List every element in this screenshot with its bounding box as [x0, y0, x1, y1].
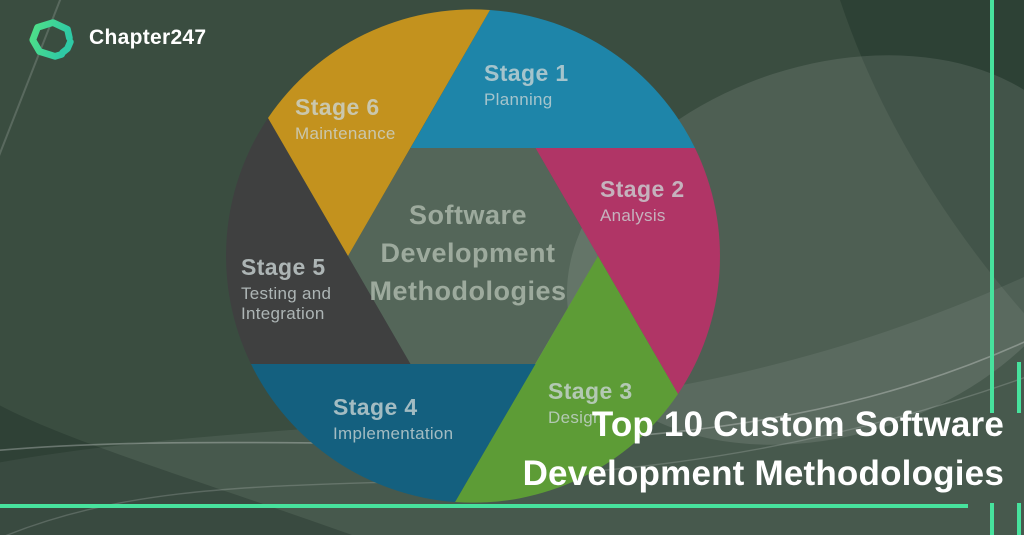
blade-stage-1 — [410, 10, 695, 148]
stage-2-label: Stage 2 Analysis — [600, 176, 685, 226]
stage-4-title: Stage 4 — [333, 394, 418, 420]
stage-4-subtitle: Implementation — [333, 424, 454, 443]
blade-stage-4 — [251, 364, 536, 502]
center-line-3: Methodologies — [369, 276, 567, 306]
chapter247-logo-text: Chapter247 — [89, 26, 207, 49]
stage-3-subtitle: Design — [548, 408, 603, 427]
stage-6-title: Stage 6 — [295, 94, 380, 120]
chapter247-logo: Chapter247 — [26, 16, 206, 60]
stage-5-title: Stage 5 — [241, 254, 326, 280]
headline: Top 10 Custom Software Development Metho… — [523, 400, 1004, 498]
blade-stage-6 — [268, 9, 490, 256]
accent-line-outer-vertical — [1017, 362, 1021, 413]
headline-line-2: Development Methodologies — [522, 454, 1004, 493]
chapter247-logo-icon — [29, 19, 74, 60]
blade-stage-2 — [535, 148, 720, 394]
stage-5-subtitle: Testing and Integration — [241, 284, 332, 323]
accent-line-right-vertical-bottom — [990, 503, 994, 535]
stage-2-title: Stage 2 — [600, 176, 685, 202]
stage-6-label: Stage 6 Maintenance — [295, 94, 396, 144]
stage-5-label: Stage 5 Testing and Integration — [241, 254, 331, 324]
stage-4-label: Stage 4 Implementation — [333, 394, 453, 444]
stage-2-subtitle: Analysis — [600, 206, 666, 225]
stage-1-label: Stage 1 Planning — [484, 60, 569, 110]
diagram-center-label: Software Development Methodologies — [332, 196, 604, 310]
accent-line-right-vertical — [990, 0, 994, 413]
stage-1-title: Stage 1 — [484, 60, 569, 86]
stage-6-subtitle: Maintenance — [295, 124, 396, 143]
diagram-center-hexagon — [348, 148, 598, 364]
center-line-1: Software — [408, 200, 528, 230]
stage-3-title: Stage 3 — [548, 378, 633, 404]
stage-3-label: Stage 3 Design — [548, 378, 633, 428]
blade-stage-5 — [226, 118, 411, 364]
accent-line-bottom-horizontal — [0, 504, 968, 508]
center-line-2: Development — [380, 238, 556, 268]
blade-stage-3 — [455, 256, 678, 503]
stage-1-subtitle: Planning — [484, 90, 553, 109]
headline-line-1: Top 10 Custom Software — [591, 405, 1004, 444]
accent-line-outer-vertical-bottom — [1017, 503, 1021, 535]
